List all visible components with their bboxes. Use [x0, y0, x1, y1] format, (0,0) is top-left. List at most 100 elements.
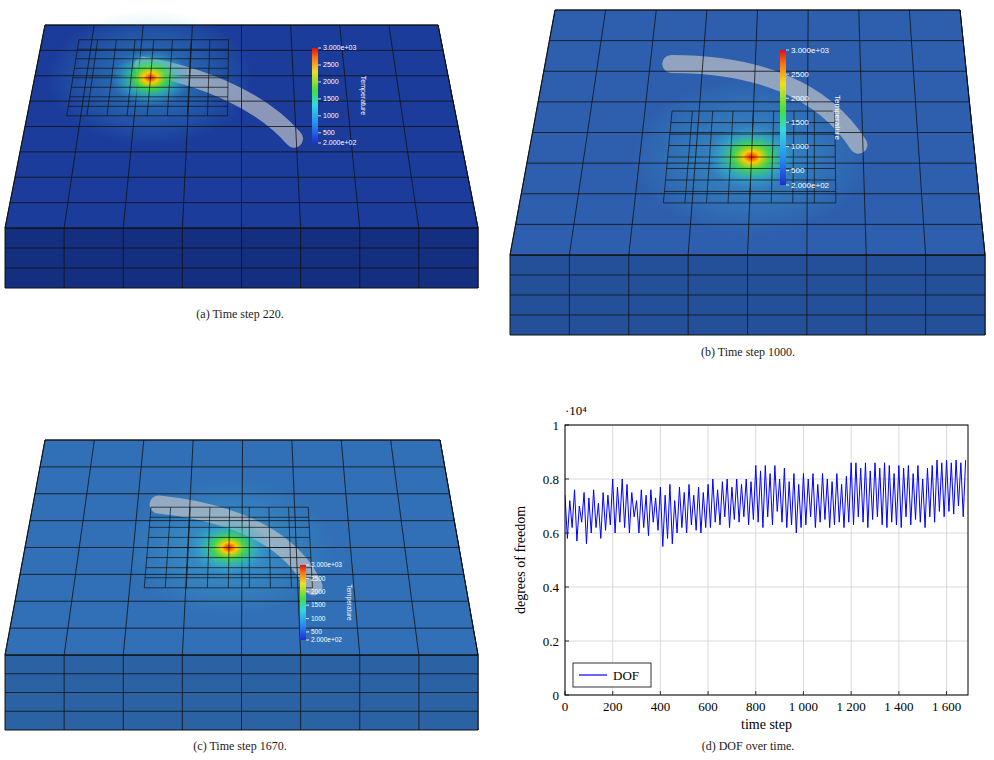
mesh-line: [123, 228, 124, 288]
mesh-line: [291, 25, 301, 228]
colorbar-tick-label: 1000: [311, 615, 326, 622]
colorbar: [312, 48, 318, 143]
mesh-line: [5, 268, 478, 269]
grid-line: [565, 641, 968, 642]
colorbar-tick-label: 2500: [323, 61, 339, 68]
mesh-line: [510, 275, 985, 276]
grid-line: [565, 533, 968, 534]
colorbar-tick-label: 1000: [323, 112, 339, 119]
refined-mesh-line: [146, 567, 311, 568]
colorbar-tick: [318, 132, 321, 133]
top-face: [5, 440, 478, 655]
x-tick-label: 600: [698, 699, 718, 714]
refined-mesh-line: [147, 557, 311, 558]
refined-mesh-line: [73, 77, 228, 78]
refined-mesh-line: [187, 40, 191, 116]
colorbar-tick-label: 1500: [791, 118, 809, 127]
x-tick-label: 0: [562, 699, 569, 714]
y-tick-label: 0.4: [543, 580, 560, 595]
x-tick-label: 1 400: [884, 699, 913, 714]
x-tick: [708, 691, 709, 695]
colorbar-tick: [306, 640, 309, 641]
refined-mesh-line: [68, 106, 227, 107]
colorbar-title: Temperature: [833, 95, 842, 140]
mesh-line: [25, 547, 459, 548]
refined-mesh-line: [167, 40, 172, 116]
caption: (c) Time step 1670.: [193, 739, 286, 753]
colorbar-tick-label: 1500: [311, 601, 326, 608]
refined-mesh-line: [663, 202, 836, 203]
mesh-line: [5, 228, 478, 229]
render-panel: 3.000e+0325002000150010005002.000e+02Tem…: [5, 10, 478, 288]
refined-mesh-line: [148, 547, 311, 548]
top-face: [510, 10, 985, 255]
colorbar-tick: [318, 48, 321, 49]
refined-mesh-line: [207, 40, 209, 116]
mesh-line: [10, 628, 473, 629]
colorbar-tick-label: 500: [323, 129, 335, 136]
chart: 02004006008001 0001 2001 4001 60000.20.4…: [513, 403, 968, 732]
refined-mesh-line: [289, 507, 292, 588]
colorbar-tick-label: 2.000e+02: [791, 181, 830, 190]
refined-mesh-line: [269, 507, 270, 588]
refined-mesh-line: [67, 115, 228, 116]
mesh-line: [510, 315, 985, 316]
colorbar-tick-label: 2500: [311, 575, 326, 582]
legend-label: DOF: [613, 668, 639, 683]
grid-line: [803, 425, 804, 695]
mesh-line: [5, 711, 478, 712]
mesh-line: [859, 10, 867, 255]
y-tick-label: 1: [553, 418, 560, 433]
mesh-line: [418, 228, 419, 288]
front-face: [5, 228, 478, 288]
colorbar-tick: [318, 143, 321, 144]
x-tick-label: 400: [651, 699, 671, 714]
colorbar-tick: [318, 81, 321, 82]
x-tick-label: 200: [603, 699, 623, 714]
colorbar-tick: [306, 618, 309, 619]
mesh-line: [389, 25, 419, 228]
render-panel: 3.000e+0325002000150010005002.000e+02Tem…: [510, 10, 985, 335]
refined-mesh-line: [145, 577, 312, 578]
mesh-line: [909, 10, 925, 255]
colorbar-tick-label: 2000: [323, 78, 339, 85]
legend-swatch: [579, 674, 607, 675]
colorbar-tick-label: 1000: [791, 142, 809, 151]
mesh-line: [510, 295, 985, 296]
render-panel: 3.000e+0325002000150010005002.000e+02Tem…: [5, 440, 478, 730]
grid-line: [612, 425, 613, 695]
y-tick: [565, 641, 569, 642]
y-tick-label: 0.6: [543, 526, 560, 541]
mesh-line: [391, 440, 419, 655]
y-axis-title: degrees of freedom: [513, 506, 528, 614]
colorbar-title: Temperature: [345, 584, 353, 621]
y-scale-label: ·10⁴: [565, 403, 587, 418]
colorbar-tick-label: 500: [311, 628, 322, 635]
mesh-line: [5, 248, 478, 249]
refined-mesh-line: [664, 191, 835, 192]
colorbar-tick: [318, 98, 321, 99]
refined-mesh-line: [667, 168, 836, 169]
colorbar-tick-label: 2.000e+02: [311, 636, 342, 643]
colorbar-tick: [786, 50, 789, 51]
front-face: [5, 655, 478, 730]
colorbar-tick: [306, 631, 309, 632]
y-tick-label: 0.8: [543, 472, 559, 487]
x-tick: [612, 691, 613, 695]
mesh-line: [10, 202, 473, 203]
refined-mesh-line: [668, 157, 836, 158]
x-tick-label: 1 200: [837, 699, 866, 714]
x-tick: [851, 691, 852, 695]
mesh-line: [960, 10, 985, 255]
mesh-line: [341, 440, 360, 655]
y-tick: [565, 587, 569, 588]
caption: (b) Time step 1000.: [701, 345, 795, 359]
x-tick: [755, 691, 756, 695]
y-tick: [565, 479, 569, 480]
x-tick: [898, 691, 899, 695]
colorbar-tick: [786, 98, 789, 99]
mesh-line: [241, 228, 242, 288]
mesh-line: [20, 574, 464, 575]
refined-mesh-line: [71, 87, 228, 88]
colorbar-tick-label: 500: [791, 166, 805, 175]
